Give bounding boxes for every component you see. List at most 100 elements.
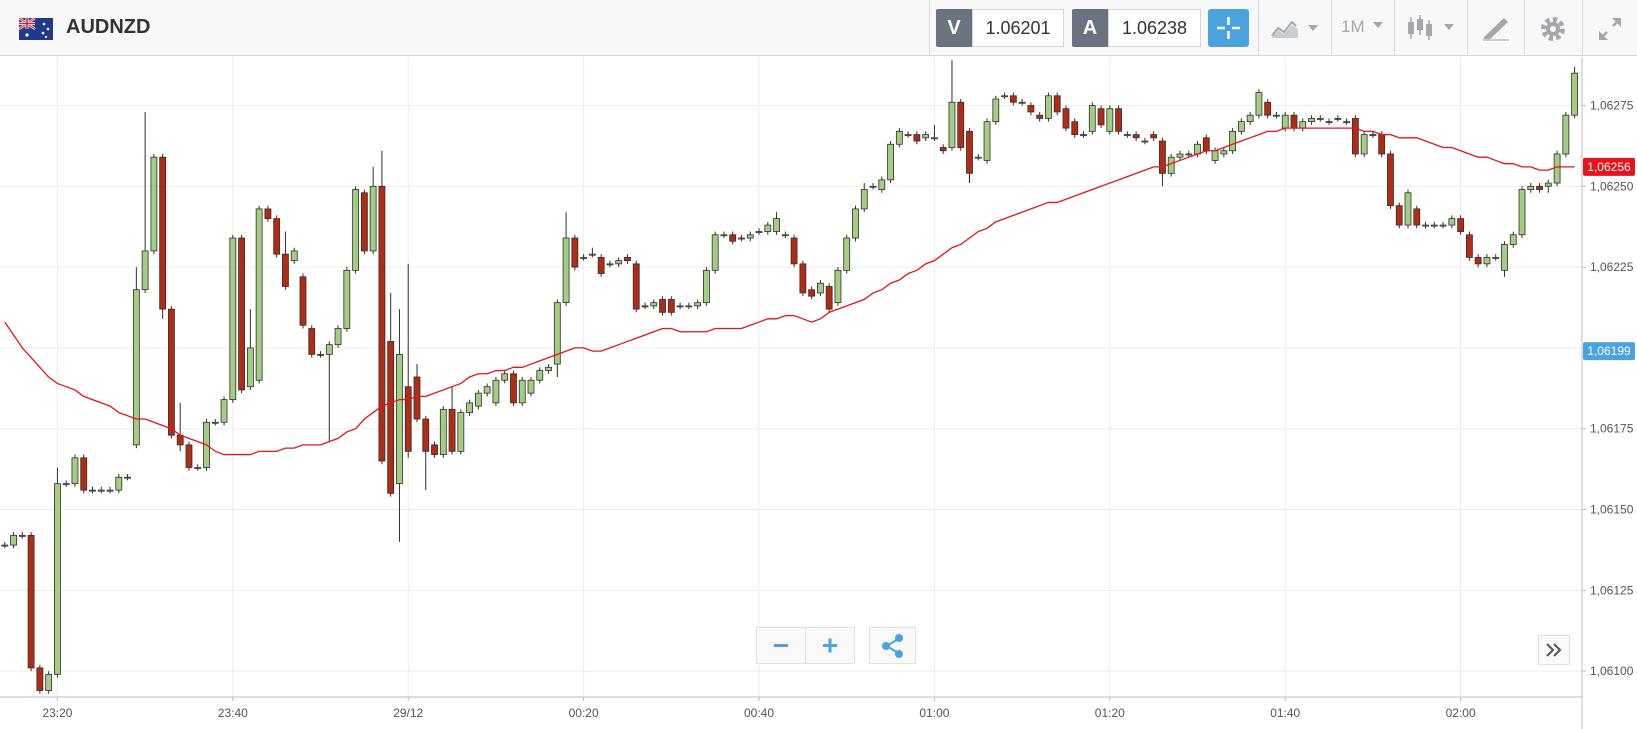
candle-body-up [527, 379, 535, 394]
candle-body-up [124, 476, 131, 479]
candle-body-up [1316, 118, 1324, 120]
candle-body-up [685, 305, 693, 308]
candle-body-down [1264, 101, 1272, 116]
candle-body-up [676, 305, 684, 308]
candle-body-up [1045, 95, 1052, 119]
candle-body-up [1185, 153, 1193, 156]
candle-body-up [1518, 189, 1526, 236]
separator [1467, 0, 1468, 55]
candle-body-up [878, 179, 886, 190]
x-tick-label: 02:00 [1446, 706, 1476, 720]
candle-body-up [1334, 118, 1342, 120]
candle-style-button[interactable] [1406, 14, 1460, 42]
candle-body-up [290, 250, 298, 262]
candle-body-up [1325, 121, 1333, 124]
candle-body-up [1001, 95, 1008, 98]
candle-body-down [168, 308, 175, 436]
candle-body-down [659, 299, 666, 313]
separator [1331, 0, 1332, 55]
toolbar: AUDNZD V 1.06201 A 1.06238 1M [0, 0, 1637, 56]
candle-body-up [895, 130, 903, 145]
candle-body-up [948, 101, 956, 148]
candle-body-down [729, 234, 737, 242]
fullscreen-button[interactable] [1596, 15, 1624, 43]
candle-body-down [1413, 208, 1421, 226]
symbol: AUDNZD [66, 16, 151, 38]
candle-body-up [1, 544, 9, 547]
candle-body-up [738, 237, 745, 240]
candle-body-down [378, 185, 386, 462]
candle-body-up [1106, 108, 1114, 132]
candle-body-up [229, 237, 237, 401]
candle-body-up [1273, 114, 1280, 117]
candle-body-up [246, 347, 254, 388]
separator [929, 0, 930, 55]
zoom-in-button[interactable] [805, 627, 855, 664]
candle-body-down [632, 263, 640, 310]
candle-body-up [817, 282, 824, 294]
candle-body-up [396, 353, 403, 485]
candle-body-down [1036, 114, 1044, 119]
candle-body-down [1290, 114, 1298, 129]
candle-body-up [650, 302, 658, 307]
candle-body-down [1132, 134, 1140, 139]
settings-button[interactable] [1539, 15, 1567, 43]
moving-average-line [4, 127, 1575, 456]
plot-area [1, 60, 1579, 694]
candle-body-down [273, 218, 281, 255]
candle-body-up [325, 344, 333, 355]
drawing-tools-button[interactable] [1480, 14, 1512, 42]
candle-body-up [106, 489, 114, 492]
y-tick-label: 1,06150 [1590, 503, 1634, 517]
candle-body-up [457, 412, 465, 452]
candle-body-down [790, 237, 798, 265]
candle-body-up [834, 269, 842, 304]
candle-body-up [1220, 150, 1228, 155]
candle-body-up [10, 534, 17, 546]
chart-type-button[interactable] [1270, 16, 1322, 40]
bid-price[interactable]: 1.06201 [972, 9, 1064, 47]
x-tick-label: 01:20 [1095, 706, 1125, 720]
candle-body-up [1237, 121, 1245, 132]
candle-body-down [597, 257, 605, 274]
candle-body-down [431, 444, 438, 455]
candle-body-up [781, 234, 789, 237]
y-tick-label: 1,06250 [1590, 179, 1634, 193]
candle-body-up [1343, 121, 1351, 124]
candle-body-up [71, 457, 79, 485]
candle-body-down [1465, 234, 1473, 258]
ask-price[interactable]: 1.06238 [1108, 9, 1201, 47]
candle-body-up [545, 366, 552, 371]
candle-body-up [1439, 224, 1447, 227]
candle-body-up [334, 328, 342, 346]
candle-body-down [1395, 205, 1403, 226]
candle-body-down [1009, 95, 1017, 103]
zoom-out-button[interactable] [756, 627, 806, 664]
candle-body-down [1150, 134, 1158, 139]
candle-body-up [843, 237, 851, 271]
candle-body-up [1123, 134, 1131, 136]
share-button[interactable] [869, 627, 916, 664]
candle-body-up [1404, 192, 1412, 226]
candle-body-up [1562, 114, 1570, 155]
candle-body-up [615, 260, 623, 265]
candle-body-down [1387, 153, 1394, 207]
candle-body-up [1492, 257, 1500, 259]
candle-body-down [957, 101, 965, 148]
timeframe[interactable]: 1M [1341, 17, 1365, 36]
candle-body-down [27, 534, 35, 669]
crosshair-button[interactable] [1208, 9, 1249, 47]
scroll-latest-button[interactable] [1538, 635, 1570, 665]
candle-body-up [150, 156, 158, 252]
candle-body-down [571, 237, 579, 268]
candle-body-up [1018, 101, 1026, 104]
candle-body-down [667, 299, 675, 313]
price-marker-label: 1,06199 [1587, 344, 1631, 358]
candle-body-up [536, 370, 544, 381]
candle-body-up [1369, 134, 1377, 136]
y-tick-label: 1,06100 [1590, 664, 1634, 678]
y-tick-label: 1,06125 [1590, 583, 1634, 597]
candle-body-up [711, 234, 719, 271]
candle-body-up [1281, 114, 1289, 129]
candle-body-up [54, 483, 61, 675]
